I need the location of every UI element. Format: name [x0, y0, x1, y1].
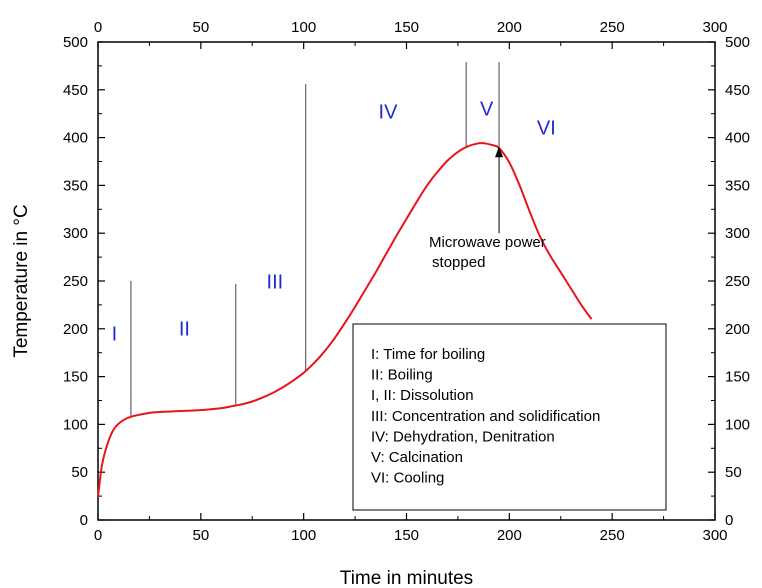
- phase-label: VI: [537, 118, 556, 140]
- x-tick-label: 150: [394, 527, 419, 544]
- series-layer: [97, 142, 593, 498]
- y-axis-left: 0 50 100 150 200 250 300 350 400 450 500: [63, 34, 105, 529]
- y-tick-label: 150: [63, 369, 88, 386]
- y-tick-label: 350: [63, 177, 88, 194]
- y-right-tick-label: 100: [725, 416, 750, 433]
- x-axis-bottom: 0 50 100 150 200 250 300: [94, 513, 728, 544]
- x-axis-title: Time in minutes: [340, 568, 473, 588]
- legend-entry: II: Boiling: [371, 367, 433, 384]
- y-right-tick-label: 150: [725, 369, 750, 386]
- x-tick-label: 100: [291, 527, 316, 544]
- y-tick-label: 200: [63, 321, 88, 338]
- y-right-tick-label: 400: [725, 130, 750, 147]
- y-tick-label: 250: [63, 273, 88, 290]
- legend-entry: I, II: Dissolution: [371, 387, 474, 404]
- phase-label: II: [179, 318, 190, 340]
- annotation-line: Microwave power: [429, 234, 546, 251]
- legend-entry: IV: Dehydration, Denitration: [371, 428, 555, 445]
- phase-dividers: [130, 62, 500, 417]
- x-tick-label: 250: [600, 527, 625, 544]
- phase-label: III: [267, 272, 284, 294]
- y-tick-label: 450: [63, 82, 88, 99]
- x-tick-label: 0: [94, 527, 102, 544]
- legend-entry: I: Time for boiling: [371, 346, 485, 363]
- y-right-tick-label: 0: [725, 512, 733, 529]
- y-tick-label: 0: [80, 512, 88, 529]
- temperature-line: [97, 142, 593, 498]
- x-tick-label: 300: [702, 527, 727, 544]
- y-tick-label: 100: [63, 416, 88, 433]
- phase-label: IV: [379, 101, 399, 123]
- legend-entry: V: Calcination: [371, 449, 463, 466]
- y-right-tick-label: 350: [725, 177, 750, 194]
- x-top-tick-label: 50: [192, 19, 209, 36]
- y-right-tick-label: 250: [725, 273, 750, 290]
- y-axis-title: Temperature in °C: [11, 204, 32, 357]
- x-top-tick-label: 150: [394, 19, 419, 36]
- x-top-tick-label: 100: [291, 19, 316, 36]
- y-right-tick-label: 500: [725, 34, 750, 51]
- legend-entry: III: Concentration and solidification: [371, 408, 600, 425]
- x-top-tick-label: 250: [600, 19, 625, 36]
- legend: I: Time for boiling II: Boiling I, II: Dis…: [352, 323, 667, 511]
- plot-area: 0 50 100 150 200 250 300 0 50 100 150 200 250 300 05…: [63, 19, 750, 544]
- phase-label: V: [480, 99, 494, 121]
- legend-entry: VI: Cooling: [371, 470, 444, 487]
- x-tick-label: 50: [192, 527, 209, 544]
- x-axis-top: 0 50 100 150 200 250 300: [94, 19, 728, 49]
- y-tick-label: 300: [63, 225, 88, 242]
- y-axis-right: 0 50 100 150 200 250 300 350 400 450 500: [708, 34, 750, 529]
- annotation: Microwave power stopped: [429, 146, 546, 271]
- y-tick-label: 500: [63, 34, 88, 51]
- arrow-head-icon: [495, 146, 504, 158]
- legend-box: [352, 323, 667, 511]
- y-tick-label: 400: [63, 130, 88, 147]
- annotation-line: stopped: [432, 254, 485, 271]
- y-right-tick-label: 50: [725, 464, 742, 481]
- y-tick-label: 50: [71, 464, 88, 481]
- y-right-tick-label: 200: [725, 321, 750, 338]
- x-top-tick-label: 0: [94, 19, 102, 36]
- x-tick-label: 200: [497, 527, 522, 544]
- y-right-tick-label: 450: [725, 82, 750, 99]
- x-top-tick-label: 200: [497, 19, 522, 36]
- phase-label: I: [112, 323, 118, 345]
- y-right-tick-label: 300: [725, 225, 750, 242]
- x-top-tick-label: 300: [702, 19, 727, 36]
